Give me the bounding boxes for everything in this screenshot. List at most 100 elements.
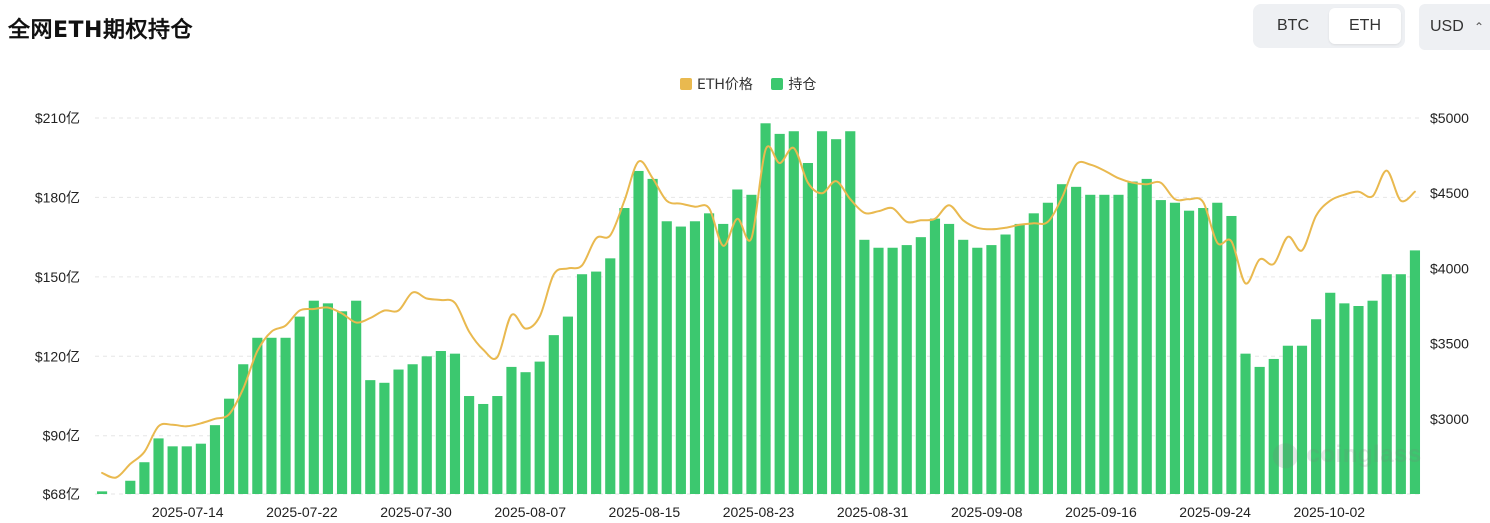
- oi-bar[interactable]: [1311, 319, 1322, 494]
- oi-bar[interactable]: [661, 221, 672, 494]
- oi-bar[interactable]: [195, 443, 206, 494]
- oi-bar[interactable]: [746, 194, 757, 494]
- oi-bar[interactable]: [562, 316, 574, 494]
- oi-bar[interactable]: [1282, 345, 1293, 494]
- oi-bar[interactable]: [421, 356, 432, 494]
- oi-bar[interactable]: [167, 446, 178, 494]
- oi-bar[interactable]: [704, 213, 715, 494]
- oi-bar[interactable]: [675, 226, 686, 494]
- oi-bar[interactable]: [139, 462, 150, 494]
- oi-bar[interactable]: [972, 247, 983, 494]
- oi-bar[interactable]: [1085, 194, 1096, 494]
- oi-bar[interactable]: [859, 239, 870, 494]
- oi-bar[interactable]: [1198, 208, 1209, 494]
- oi-bar[interactable]: [125, 480, 136, 494]
- oi-bar[interactable]: [774, 133, 785, 494]
- oi-bar[interactable]: [1268, 358, 1279, 494]
- oi-bar[interactable]: [1353, 306, 1364, 494]
- oi-bar[interactable]: [619, 208, 630, 494]
- oi-bar[interactable]: [1056, 184, 1068, 494]
- oi-bar[interactable]: [816, 131, 828, 494]
- oi-bar[interactable]: [845, 131, 856, 494]
- oi-bar[interactable]: [591, 271, 602, 494]
- oi-bar[interactable]: [1226, 215, 1237, 494]
- oi-bar[interactable]: [238, 364, 249, 494]
- oi-bar[interactable]: [365, 380, 376, 494]
- oi-bar[interactable]: [407, 364, 418, 494]
- oi-bar[interactable]: [1367, 300, 1378, 494]
- oi-bar[interactable]: [379, 382, 390, 494]
- btc-toggle-button[interactable]: BTC: [1277, 17, 1309, 34]
- oi-bar[interactable]: [718, 223, 729, 494]
- oi-bar[interactable]: [929, 218, 941, 494]
- oi-bar[interactable]: [1183, 210, 1195, 494]
- oi-bar[interactable]: [831, 139, 842, 494]
- oi-bar[interactable]: [435, 351, 446, 494]
- legend-item-oi[interactable]: 持仓: [771, 74, 816, 94]
- oi-bar[interactable]: [1099, 194, 1110, 494]
- oi-bar[interactable]: [506, 366, 517, 494]
- oi-bar[interactable]: [96, 491, 108, 494]
- oi-bar[interactable]: [605, 258, 616, 494]
- oi-bar[interactable]: [336, 311, 348, 494]
- oi-bar[interactable]: [464, 396, 475, 494]
- oi-bar[interactable]: [351, 300, 362, 494]
- oi-bar[interactable]: [153, 438, 164, 494]
- oi-bar[interactable]: [1141, 178, 1152, 494]
- oi-bar[interactable]: [1014, 223, 1025, 494]
- oi-bar[interactable]: [647, 178, 658, 494]
- oi-bar[interactable]: [915, 237, 926, 495]
- oi-bar[interactable]: [1240, 353, 1251, 494]
- oi-bar[interactable]: [1212, 202, 1223, 494]
- oi-bar[interactable]: [1296, 345, 1308, 494]
- oi-bar[interactable]: [633, 170, 644, 494]
- oi-bar[interactable]: [308, 300, 319, 494]
- oi-bar[interactable]: [449, 353, 461, 494]
- oi-bar[interactable]: [943, 223, 955, 494]
- oi-bar[interactable]: [492, 396, 503, 494]
- oi-bar[interactable]: [802, 163, 813, 494]
- oi-bar[interactable]: [224, 398, 235, 494]
- oi-bar[interactable]: [1127, 181, 1138, 494]
- oi-bar[interactable]: [252, 337, 263, 494]
- legend-item-price[interactable]: ETH价格: [680, 74, 753, 94]
- x-tick-label: 2025-08-31: [837, 504, 909, 520]
- oi-bar[interactable]: [393, 369, 404, 494]
- oi-bar[interactable]: [1254, 366, 1265, 494]
- oi-bar[interactable]: [280, 337, 291, 494]
- oi-bar[interactable]: [1325, 292, 1336, 494]
- oi-bar[interactable]: [478, 403, 489, 494]
- oi-bar[interactable]: [1339, 303, 1350, 494]
- oi-bar[interactable]: [1395, 274, 1406, 494]
- oi-bar[interactable]: [732, 189, 743, 494]
- oi-bar[interactable]: [1409, 250, 1421, 494]
- oi-bar[interactable]: [576, 274, 588, 494]
- oi-bar[interactable]: [873, 247, 884, 494]
- oi-bar[interactable]: [520, 372, 531, 494]
- oi-bar[interactable]: [1169, 202, 1181, 494]
- oi-bar[interactable]: [986, 245, 997, 494]
- currency-select[interactable]: USD ⌃: [1419, 4, 1490, 50]
- oi-bar[interactable]: [887, 247, 898, 494]
- oi-bar[interactable]: [534, 361, 545, 494]
- oi-bar[interactable]: [1000, 234, 1011, 494]
- oi-bar[interactable]: [1113, 194, 1124, 494]
- oi-bar[interactable]: [958, 239, 969, 494]
- oi-bar[interactable]: [1071, 186, 1082, 494]
- oi-bar[interactable]: [209, 425, 221, 494]
- eth-price-line[interactable]: [101, 145, 1416, 479]
- oi-bar[interactable]: [1042, 202, 1053, 494]
- oi-bar[interactable]: [1381, 274, 1392, 494]
- oi-bar[interactable]: [689, 221, 701, 494]
- oi-bar[interactable]: [266, 337, 277, 494]
- oi-bar[interactable]: [1028, 213, 1039, 494]
- oi-bar[interactable]: [901, 245, 912, 494]
- oi-bar[interactable]: [760, 123, 771, 494]
- oi-bar[interactable]: [322, 303, 334, 494]
- oi-bar[interactable]: [788, 131, 799, 494]
- eth-toggle-button[interactable]: ETH: [1329, 8, 1401, 44]
- oi-bar[interactable]: [294, 316, 305, 494]
- oi-bar[interactable]: [548, 335, 559, 494]
- oi-bar[interactable]: [181, 446, 192, 494]
- oi-bar[interactable]: [1155, 200, 1166, 494]
